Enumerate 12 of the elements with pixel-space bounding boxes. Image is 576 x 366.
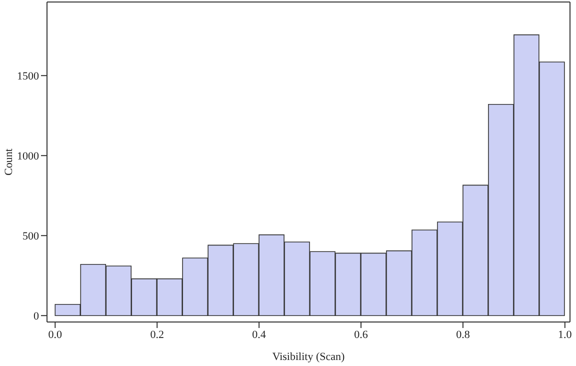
x-tick-label: 1.0 [558,328,572,341]
y-tick-label: 1000 [17,150,40,163]
x-tick-label: 0.4 [252,328,266,341]
x-tick-label: 0.8 [456,328,470,341]
y-axis-title: Count [2,148,15,176]
x-tick-label: 0.0 [48,328,63,341]
x-tick-label: 0.6 [354,328,368,341]
x-tick-label: 0.2 [150,328,164,341]
y-tick-label: 500 [22,230,40,243]
y-tick-label: 1500 [17,70,40,83]
x-axis-title: Visibility (Scan) [272,351,346,363]
y-tick-label: 0 [34,310,40,323]
